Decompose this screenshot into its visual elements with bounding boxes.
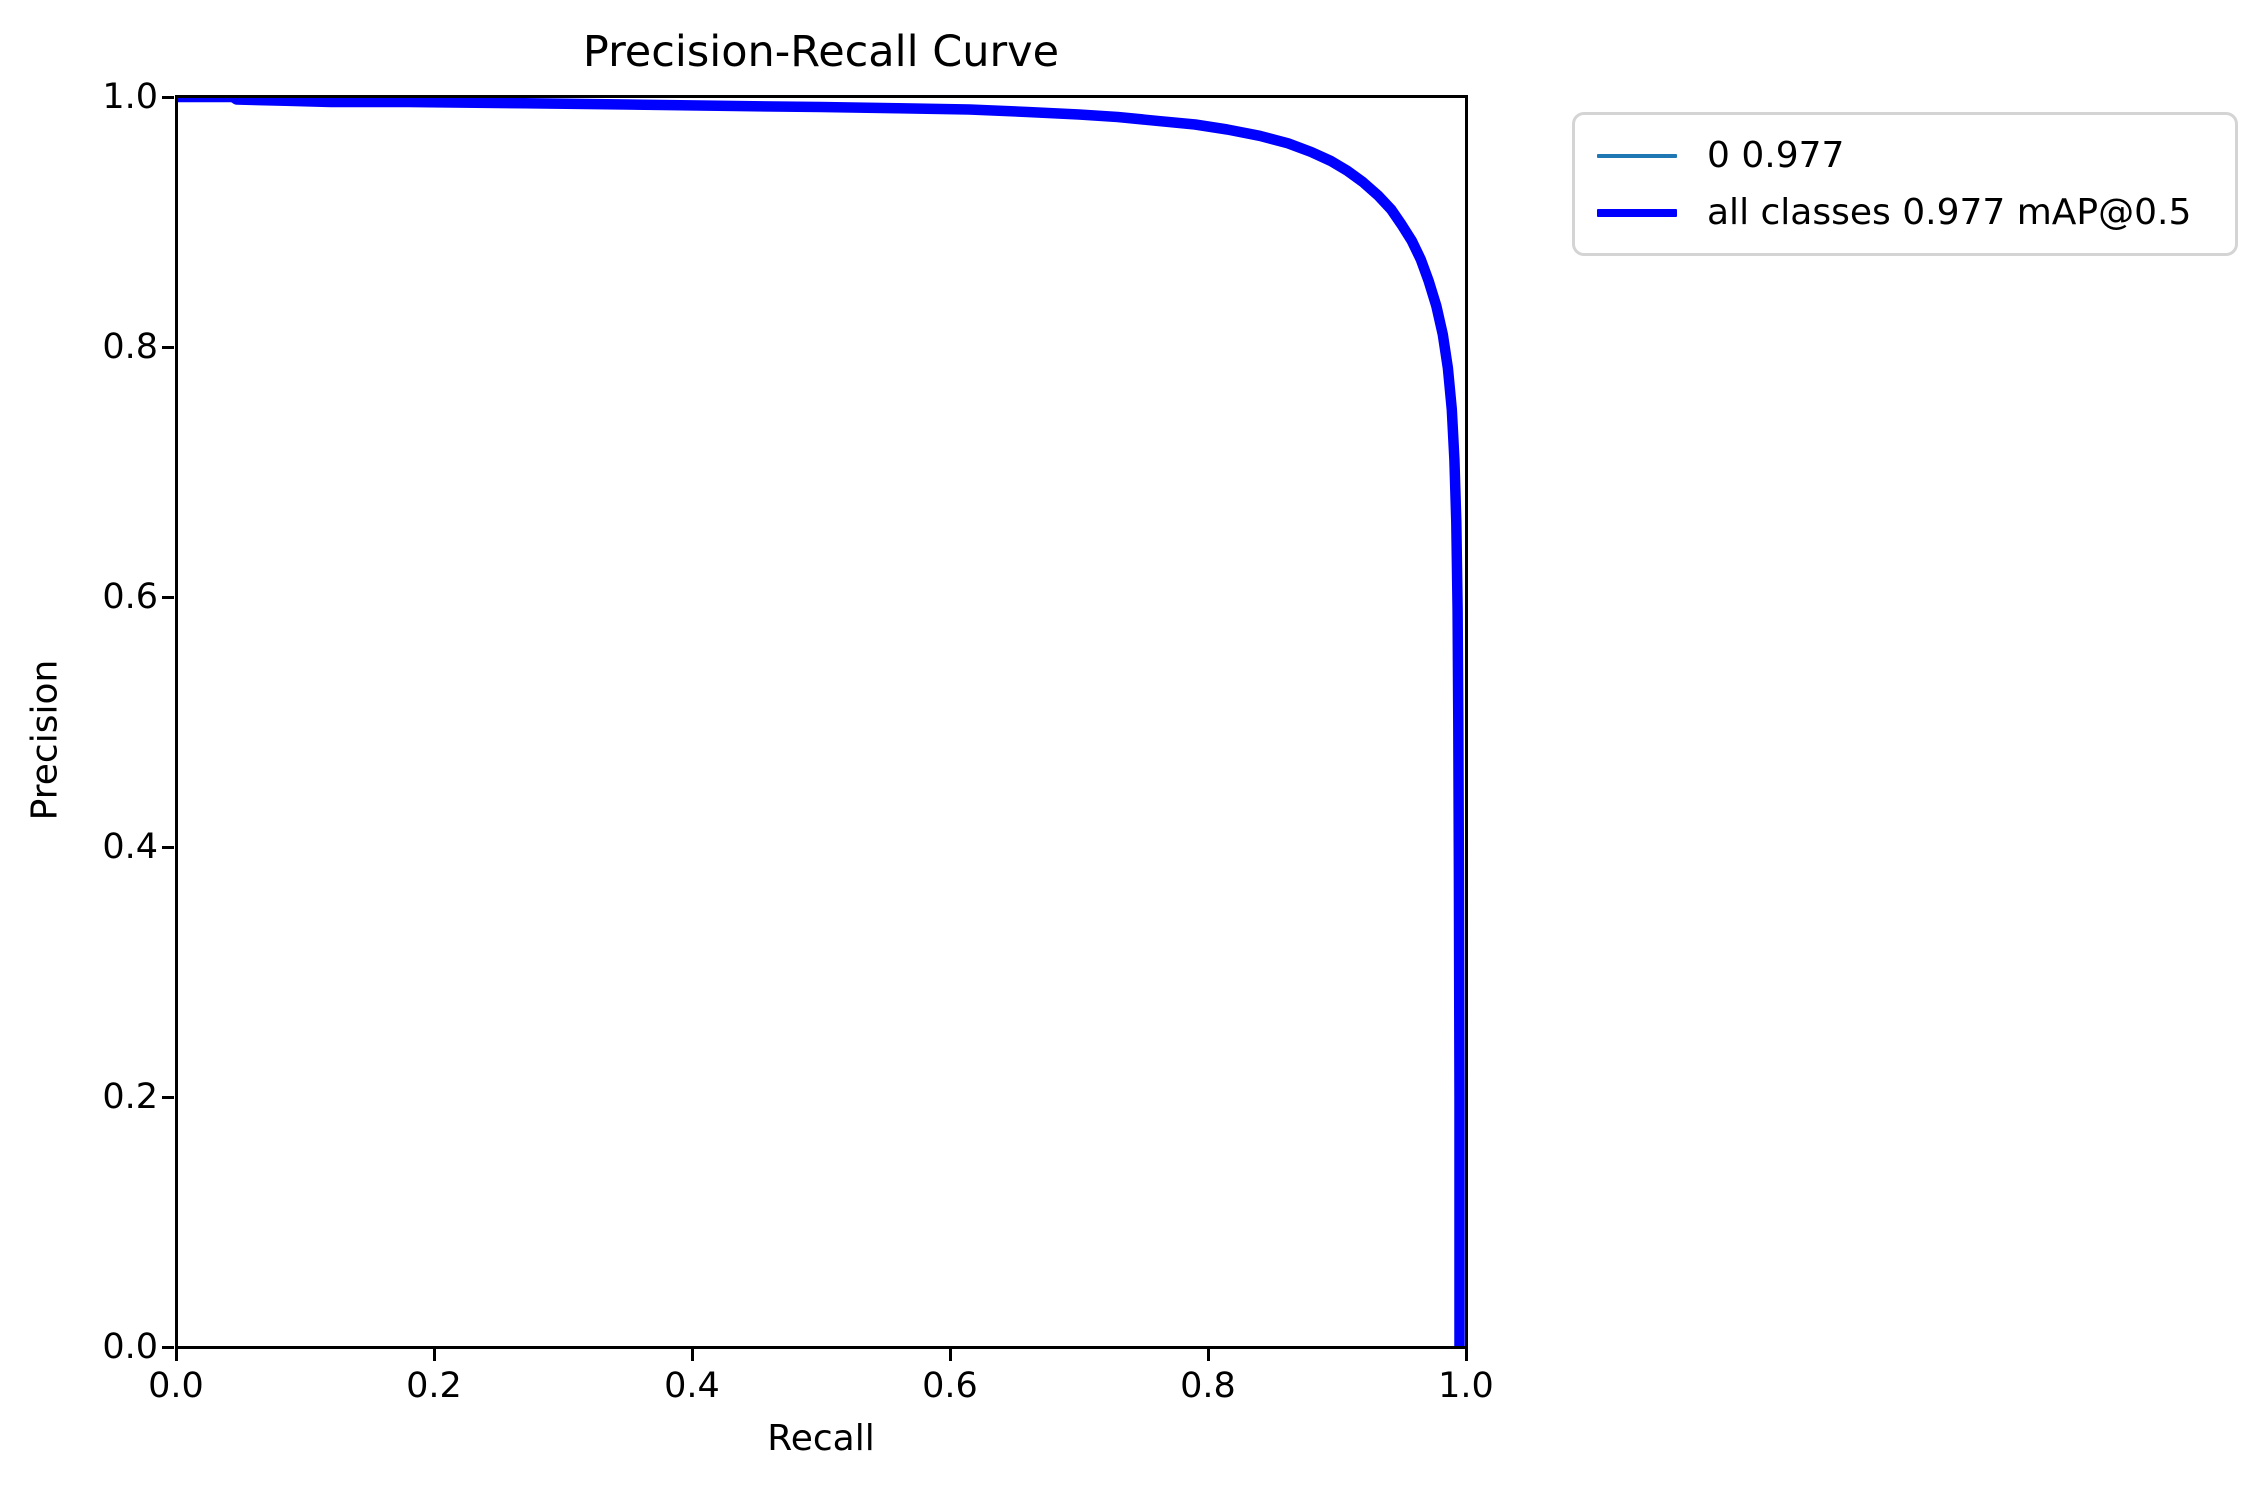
pr-curve-plot-area bbox=[176, 97, 1465, 1347]
x-tick-label: 0.4 bbox=[664, 1366, 720, 1406]
legend-label-1: all classes 0.977 mAP@0.5 bbox=[1707, 191, 2192, 233]
y-tick-mark bbox=[162, 95, 174, 99]
legend-line-swatch bbox=[1597, 153, 1677, 158]
y-tick-mark bbox=[162, 1345, 174, 1349]
legend-row-0: 0 0.977 bbox=[1575, 127, 2235, 184]
x-tick-label: 0.0 bbox=[148, 1366, 204, 1406]
y-tick-mark bbox=[162, 595, 174, 599]
y-axis-label: Precision bbox=[24, 659, 66, 821]
y-tick-mark bbox=[162, 1095, 174, 1099]
y-tick-label: 0.6 bbox=[102, 577, 158, 617]
y-tick-label: 0.4 bbox=[102, 827, 158, 867]
x-tick-mark bbox=[1464, 1349, 1468, 1361]
legend-row-1: all classes 0.977 mAP@0.5 bbox=[1575, 184, 2235, 241]
y-tick-mark bbox=[162, 345, 174, 349]
x-tick-label: 1.0 bbox=[1438, 1366, 1494, 1406]
y-tick-label: 0.8 bbox=[102, 327, 158, 367]
chart-title: Precision-Recall Curve bbox=[582, 27, 1060, 77]
legend: 0 0.977 all classes 0.977 mAP@0.5 bbox=[1572, 112, 2238, 256]
y-tick-label: 0.0 bbox=[102, 1327, 158, 1367]
x-tick-label: 0.2 bbox=[406, 1366, 462, 1406]
x-tick-label: 0.6 bbox=[922, 1366, 978, 1406]
series-line-0 bbox=[176, 97, 1462, 1347]
legend-line-swatch bbox=[1597, 208, 1677, 217]
x-axis-label: Recall bbox=[767, 1418, 875, 1459]
x-tick-mark bbox=[174, 1349, 178, 1361]
x-tick-mark bbox=[948, 1349, 952, 1361]
series-line-1 bbox=[176, 97, 1465, 1347]
x-tick-mark bbox=[1206, 1349, 1210, 1361]
legend-line-swatch-color bbox=[1597, 153, 1677, 158]
x-tick-label: 0.8 bbox=[1180, 1366, 1236, 1406]
legend-label-0: 0 0.977 bbox=[1707, 134, 1845, 176]
x-tick-mark bbox=[690, 1349, 694, 1361]
y-tick-label: 0.2 bbox=[102, 1077, 158, 1117]
legend-line-swatch-color bbox=[1597, 208, 1677, 217]
y-tick-label: 1.0 bbox=[102, 77, 158, 117]
y-tick-mark bbox=[162, 845, 174, 849]
x-tick-mark bbox=[432, 1349, 436, 1361]
